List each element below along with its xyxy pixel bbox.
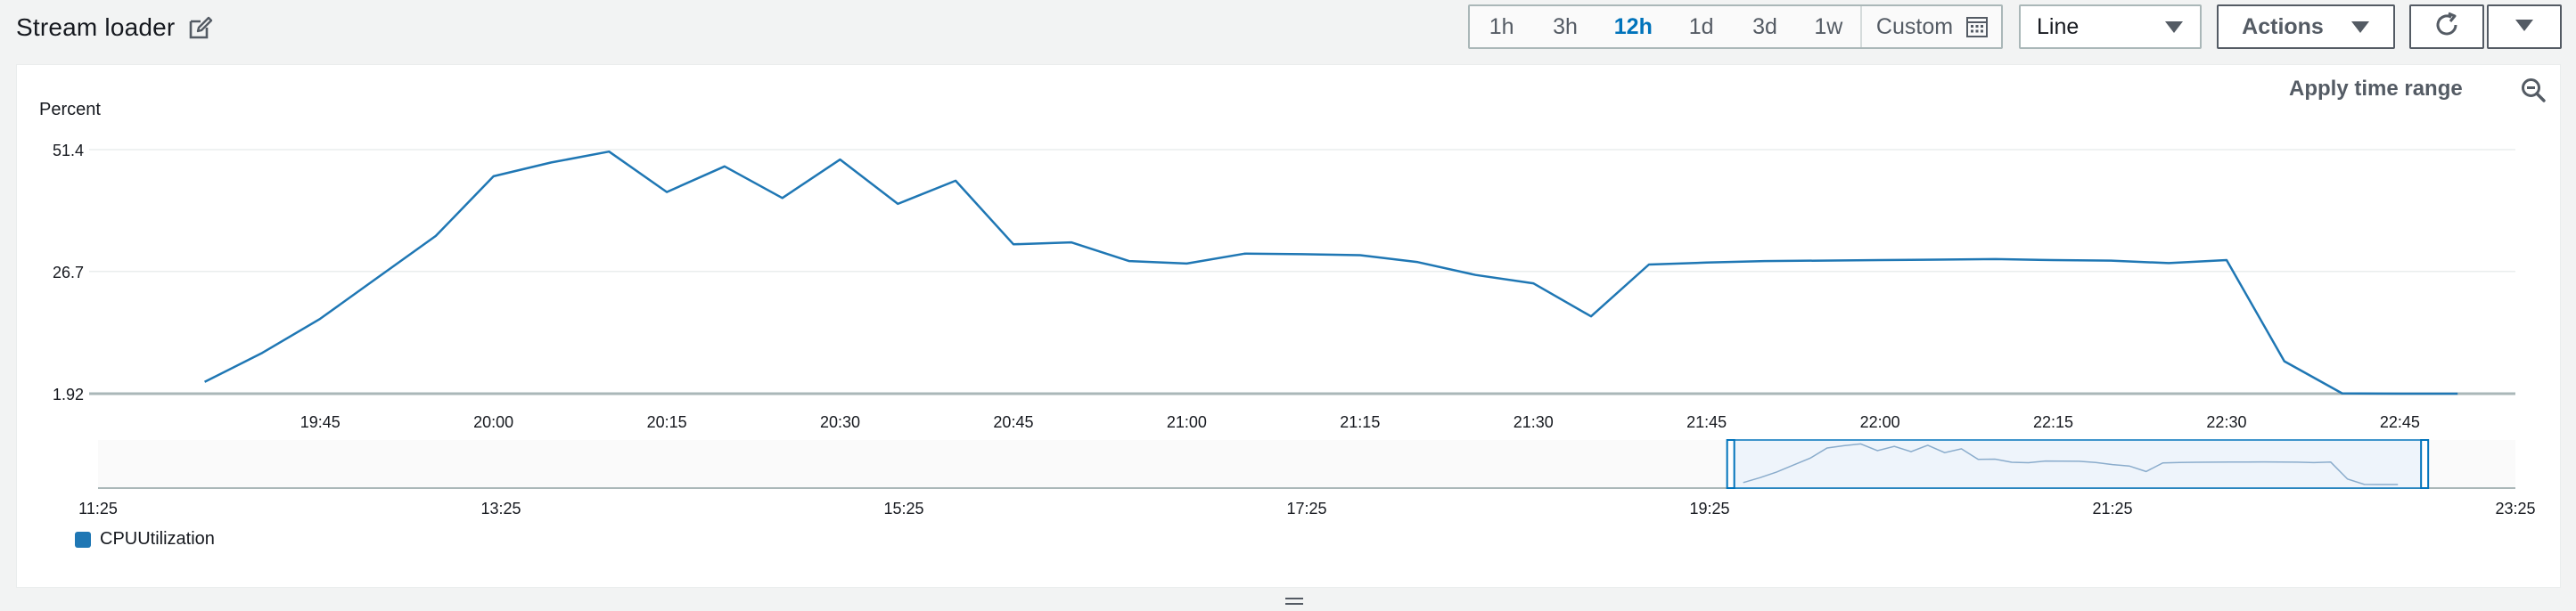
x-tick-label: 22:45 — [2380, 413, 2420, 431]
overview-tick-label: 19:25 — [1689, 500, 1729, 517]
x-tick-label: 22:30 — [2206, 413, 2246, 431]
x-tick-label: 20:30 — [820, 413, 860, 431]
page-title: Stream loader — [16, 13, 176, 41]
caret-down-icon — [2350, 20, 2370, 34]
title-area: Stream loader — [16, 7, 214, 48]
series-line-cpu-utilization — [204, 150, 2458, 395]
y-tick-label: 51.4 — [53, 142, 84, 159]
range-1w-button[interactable]: 1w — [1797, 6, 1860, 47]
overview-tick-label: 11:25 — [78, 500, 118, 517]
range-custom-button[interactable]: Custom — [1859, 6, 2001, 47]
y-axis-label: Percent — [39, 100, 101, 119]
legend-swatch[interactable] — [75, 531, 91, 548]
legend: CPUUtilization — [75, 529, 215, 550]
x-tick-label: 21:30 — [1514, 413, 1554, 431]
grid-lines — [89, 149, 2515, 395]
series-layer — [204, 150, 2458, 395]
overview-series-line — [1743, 443, 2399, 485]
actions-button[interactable]: Actions — [2217, 4, 2395, 49]
overview-tick-label: 15:25 — [883, 500, 923, 517]
chart-panel — [16, 64, 2561, 588]
range-1h-button[interactable]: 1h — [1470, 6, 1533, 47]
y-tick-label: 1.92 — [53, 386, 84, 403]
x-tick-label: 20:45 — [993, 413, 1033, 431]
overview-tick-label: 21:25 — [2092, 500, 2132, 517]
chevron-down-icon — [2514, 18, 2534, 37]
x-tick-label: 20:00 — [473, 413, 513, 431]
x-tick-label: 20:15 — [647, 413, 687, 431]
y-tick-label: 26.7 — [53, 264, 84, 281]
chart-type-select[interactable]: Line — [2019, 4, 2202, 49]
refresh-button[interactable] — [2409, 4, 2484, 49]
range-3d-button[interactable]: 3d — [1733, 6, 1796, 47]
edit-icon[interactable] — [187, 14, 214, 41]
resize-handle-icon[interactable] — [1284, 595, 1305, 606]
x-tick-label: 21:45 — [1686, 413, 1727, 431]
overview-handle-left[interactable] — [1726, 439, 1735, 489]
overview-navigator: 11:25 13:25 15:25 17:25 19:25 21:25 23:25 — [78, 439, 2536, 517]
legend-label[interactable]: CPUUtilization — [100, 529, 215, 549]
x-tick-label: 22:15 — [2033, 413, 2073, 431]
overview-tick-label: 17:25 — [1286, 500, 1326, 517]
x-tick-label: 19:45 — [300, 413, 340, 431]
x-tick-label: 21:15 — [1340, 413, 1380, 431]
line-chart[interactable]: 1.92 26.7 51.4 19:45 20:00 20:15 20:30 20:45 21… — [0, 0, 2576, 534]
chart-type-value: Line — [2037, 13, 2080, 39]
overview-handle-right[interactable] — [2420, 439, 2430, 489]
custom-label: Custom — [1875, 13, 1954, 39]
overview-tick-label: 13:25 — [480, 500, 521, 517]
range-1d-button[interactable]: 1d — [1669, 6, 1733, 47]
x-tick-label: 21:00 — [1167, 413, 1207, 431]
x-axis-ticks: 19:45 20:00 20:15 20:30 20:45 21:00 21:15 21:30… — [300, 413, 2420, 431]
apply-time-range-button[interactable]: Apply time range — [2289, 77, 2463, 101]
overview-tick-label: 23:25 — [2495, 500, 2535, 517]
x-tick-label: 22:00 — [1860, 413, 1900, 431]
calendar-icon — [1965, 15, 1989, 38]
range-12h-button[interactable]: 12h — [1597, 6, 1669, 47]
caret-down-icon — [2164, 20, 2184, 34]
actions-label: Actions — [2242, 13, 2324, 39]
top-bar: Stream loader 1h 3h 12h 1d 3d 1w Custom — [0, 0, 2576, 62]
y-axis-ticks: 1.92 26.7 51.4 — [53, 142, 84, 403]
time-range-selector: 1h 3h 12h 1d 3d 1w Custom — [1468, 4, 2003, 49]
range-3h-button[interactable]: 3h — [1533, 6, 1596, 47]
refresh-icon — [2432, 11, 2461, 44]
zoom-out-icon[interactable] — [2520, 77, 2547, 103]
overview-selection — [1729, 439, 2425, 489]
refresh-options-button[interactable] — [2487, 4, 2562, 49]
